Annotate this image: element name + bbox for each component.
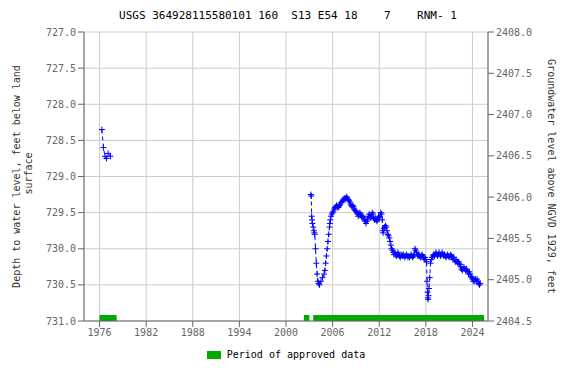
svg-text:727.5: 727.5 bbox=[46, 63, 76, 74]
svg-text:Depth to water level, feet bel: Depth to water level, feet below land su… bbox=[11, 65, 34, 288]
svg-text:728.0: 728.0 bbox=[46, 99, 76, 110]
html-text:USGS 364928115580101 160 S13 E: USGS 364928115580101 160 S13 E54 18 7 RN… bbox=[119, 9, 457, 22]
svg-text:2405.5: 2405.5 bbox=[496, 233, 532, 244]
svg-text:2018: 2018 bbox=[414, 327, 438, 338]
svg-text:2012: 2012 bbox=[367, 327, 391, 338]
svg-text:729.0: 729.0 bbox=[46, 171, 76, 182]
svg-text:2407.0: 2407.0 bbox=[496, 109, 532, 120]
svg-text:729.5: 729.5 bbox=[46, 207, 76, 218]
svg-text:728.5: 728.5 bbox=[46, 135, 76, 146]
svg-text:Groundwater level above NGVD 1: Groundwater level above NGVD 1929, feet bbox=[546, 59, 557, 294]
svg-text:2000: 2000 bbox=[274, 327, 298, 338]
svg-text:2024: 2024 bbox=[460, 327, 484, 338]
svg-text:1988: 1988 bbox=[181, 327, 205, 338]
svg-text:2404.5: 2404.5 bbox=[496, 316, 532, 327]
svg-text:730.5: 730.5 bbox=[46, 279, 76, 290]
svg-text:731.0: 731.0 bbox=[46, 316, 76, 327]
svg-text:2006: 2006 bbox=[321, 327, 345, 338]
svg-text:2406.5: 2406.5 bbox=[496, 150, 532, 161]
svg-text:1982: 1982 bbox=[134, 327, 158, 338]
svg-text:727.0: 727.0 bbox=[46, 27, 76, 38]
svg-text:2408.0: 2408.0 bbox=[496, 27, 532, 38]
svg-text:2407.5: 2407.5 bbox=[496, 68, 532, 79]
svg-text:2405.0: 2405.0 bbox=[496, 274, 532, 285]
svg-text:2406.0: 2406.0 bbox=[496, 192, 532, 203]
svg-text:1994: 1994 bbox=[227, 327, 251, 338]
svg-text:1976: 1976 bbox=[87, 327, 111, 338]
html-text:Period of approved data: Period of approved data bbox=[226, 349, 366, 360]
svg-text:730.0: 730.0 bbox=[46, 243, 76, 254]
